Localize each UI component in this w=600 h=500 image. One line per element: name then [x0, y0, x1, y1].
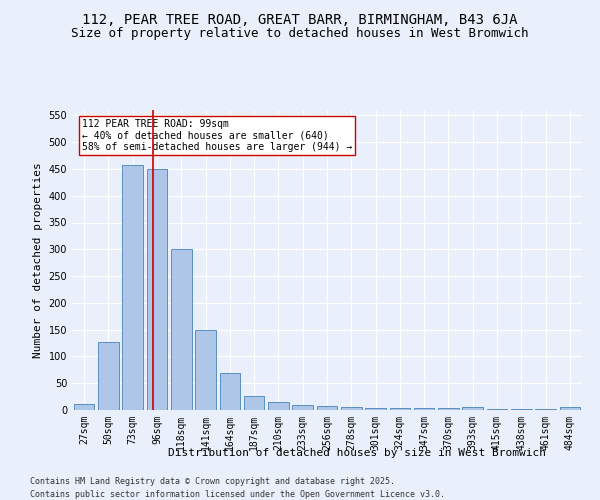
Bar — [268, 402, 289, 410]
Bar — [560, 407, 580, 410]
Bar — [171, 250, 191, 410]
Text: 112, PEAR TREE ROAD, GREAT BARR, BIRMINGHAM, B43 6JA: 112, PEAR TREE ROAD, GREAT BARR, BIRMING… — [82, 12, 518, 26]
Bar — [74, 404, 94, 410]
Bar — [463, 408, 483, 410]
Bar — [292, 404, 313, 410]
Bar — [365, 408, 386, 410]
Bar — [146, 169, 167, 410]
Bar — [220, 372, 240, 410]
Text: Contains public sector information licensed under the Open Government Licence v3: Contains public sector information licen… — [30, 490, 445, 499]
Y-axis label: Number of detached properties: Number of detached properties — [33, 162, 43, 358]
Text: Size of property relative to detached houses in West Bromwich: Size of property relative to detached ho… — [71, 28, 529, 40]
Bar — [122, 165, 143, 410]
Bar — [438, 408, 459, 410]
Bar — [487, 409, 508, 410]
Bar — [414, 408, 434, 410]
Text: Distribution of detached houses by size in West Bromwich: Distribution of detached houses by size … — [168, 448, 546, 458]
Bar — [98, 342, 119, 410]
Bar — [535, 409, 556, 410]
Bar — [195, 330, 216, 410]
Bar — [511, 409, 532, 410]
Bar — [317, 406, 337, 410]
Bar — [389, 408, 410, 410]
Bar — [244, 396, 265, 410]
Bar — [341, 408, 362, 410]
Text: 112 PEAR TREE ROAD: 99sqm
← 40% of detached houses are smaller (640)
58% of semi: 112 PEAR TREE ROAD: 99sqm ← 40% of detac… — [82, 119, 352, 152]
Text: Contains HM Land Registry data © Crown copyright and database right 2025.: Contains HM Land Registry data © Crown c… — [30, 478, 395, 486]
